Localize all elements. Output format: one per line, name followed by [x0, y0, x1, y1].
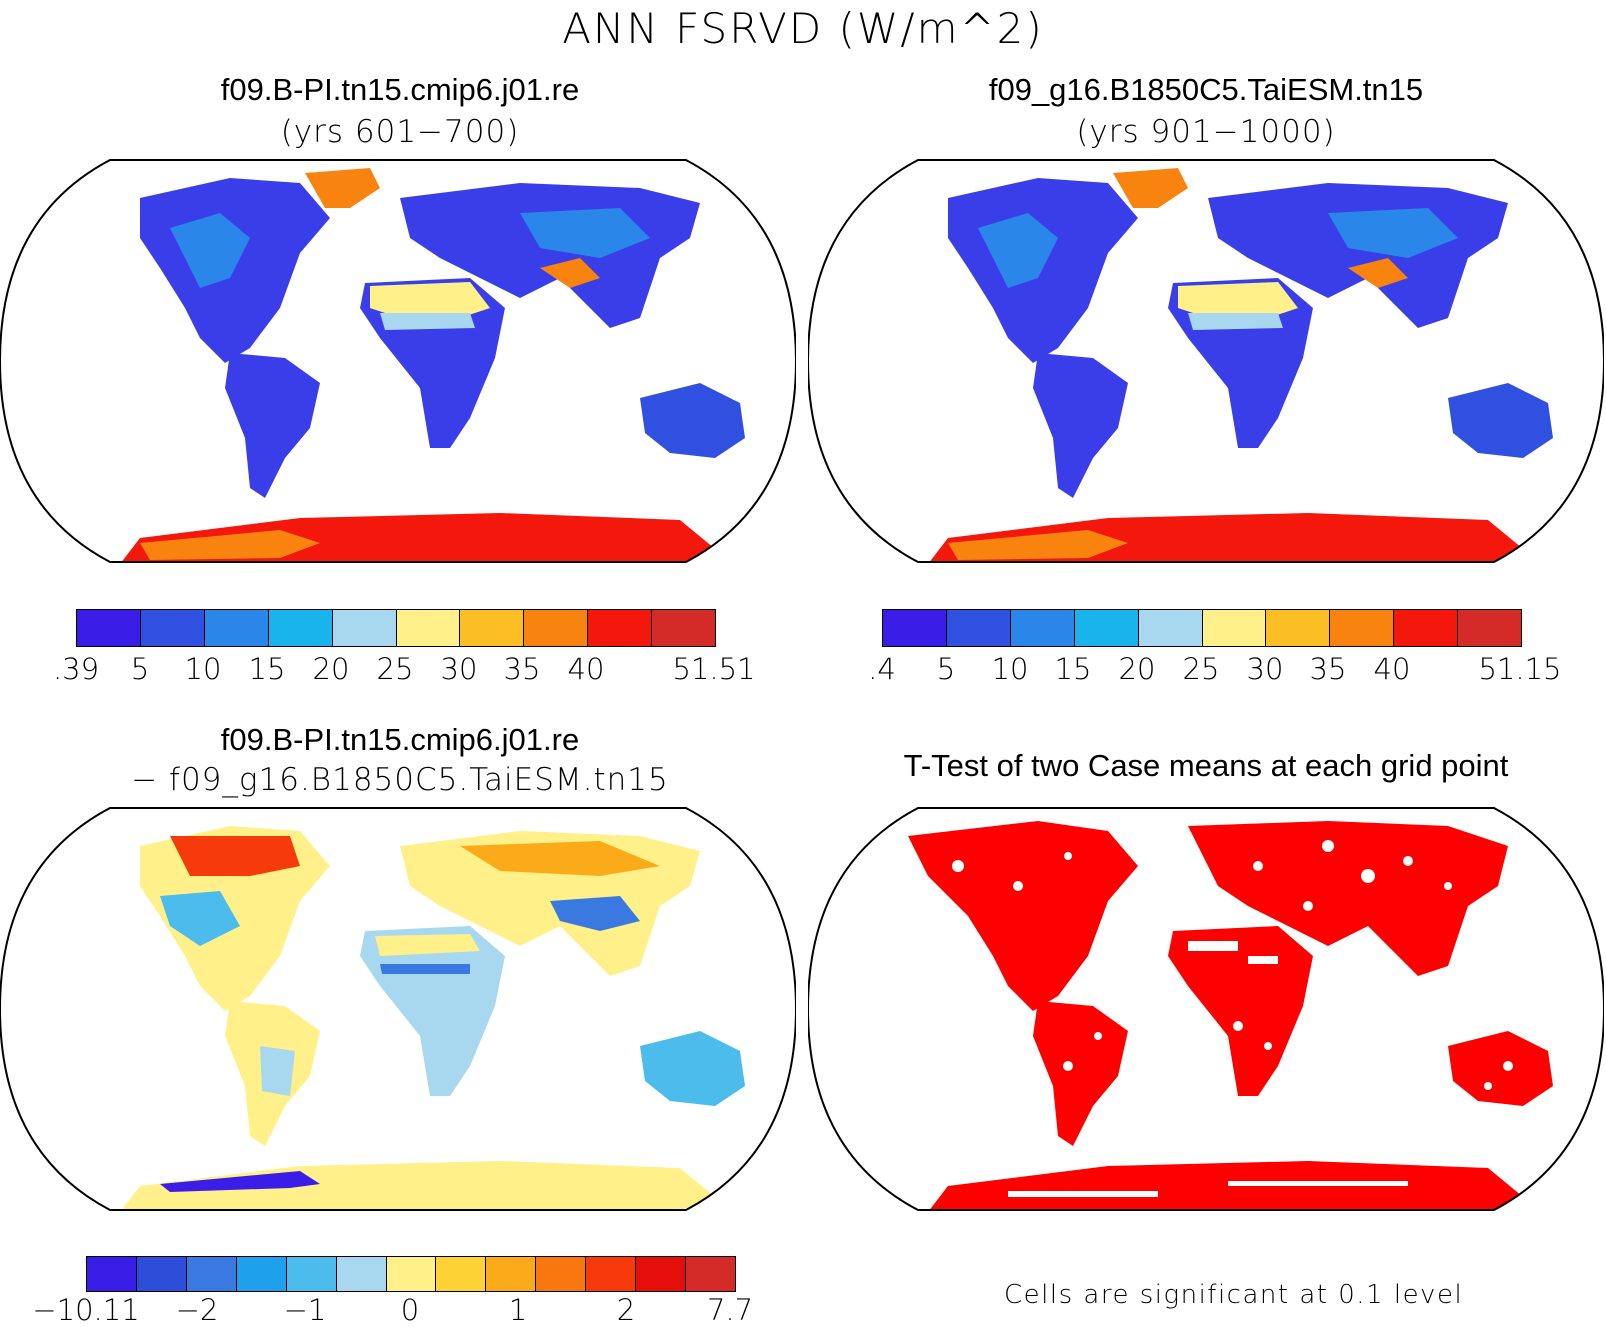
figure-title: ANN FSRVD (W/m^2)	[562, 4, 1044, 53]
tick-label: 15	[248, 652, 286, 686]
tick-label: −2	[175, 1293, 219, 1327]
map-bottom-left	[0, 807, 796, 1211]
panel-subtitle-top-right: (yrs 901−1000)	[1076, 114, 1336, 150]
tick-label: 51.51	[672, 652, 756, 686]
tick-label: 35	[503, 652, 541, 686]
tick-label: .39	[52, 652, 100, 686]
panel-title-top-right: f09_g16.B1850C5.TaiESM.tn15	[988, 72, 1424, 107]
significance-note: Cells are significant at 0.1 level	[1004, 1280, 1464, 1310]
panel-title-bottom-right: T-Test of two Case means at each grid po…	[903, 748, 1509, 783]
tick-label: −1	[283, 1293, 327, 1327]
tick-label: 30	[440, 652, 478, 686]
tick-label: 2	[616, 1293, 636, 1327]
tick-label: 20	[1118, 652, 1156, 686]
panel-title-top-left: f09.B-PI.tn15.cmip6.j01.re	[220, 72, 580, 107]
panel-subtitle-bottom-left: − f09_g16.B1850C5.TaiESM.tn15	[131, 762, 669, 798]
tick-label: 10	[184, 652, 222, 686]
tick-label: −10.11	[32, 1293, 140, 1327]
tick-label: 35	[1309, 652, 1347, 686]
panel-subtitle-top-left: (yrs 601−700)	[280, 114, 520, 150]
tick-label: 5	[936, 652, 956, 686]
tick-label: 0	[400, 1293, 420, 1327]
tick-label: 15	[1054, 652, 1092, 686]
tick-label: 20	[312, 652, 350, 686]
colorbar-top-left	[76, 609, 716, 647]
tick-label: 51.15	[1478, 652, 1562, 686]
map-top-right	[808, 159, 1604, 563]
tick-label: 7.7	[706, 1293, 754, 1327]
panel-title-bottom-left: f09.B-PI.tn15.cmip6.j01.re	[220, 722, 580, 757]
tick-label: 25	[376, 652, 414, 686]
tick-label: 10	[991, 652, 1029, 686]
colorbar-bottom-left	[86, 1256, 736, 1292]
tick-label: .4	[868, 652, 896, 686]
tick-label: 1	[508, 1293, 528, 1327]
tick-label: 40	[1373, 652, 1411, 686]
map-bottom-right	[808, 807, 1604, 1211]
colorbar-top-right	[882, 609, 1522, 647]
map-top-left	[0, 159, 796, 563]
tick-label: 40	[567, 652, 605, 686]
tick-label: 25	[1182, 652, 1220, 686]
tick-label: 30	[1246, 652, 1284, 686]
tick-label: 5	[130, 652, 150, 686]
